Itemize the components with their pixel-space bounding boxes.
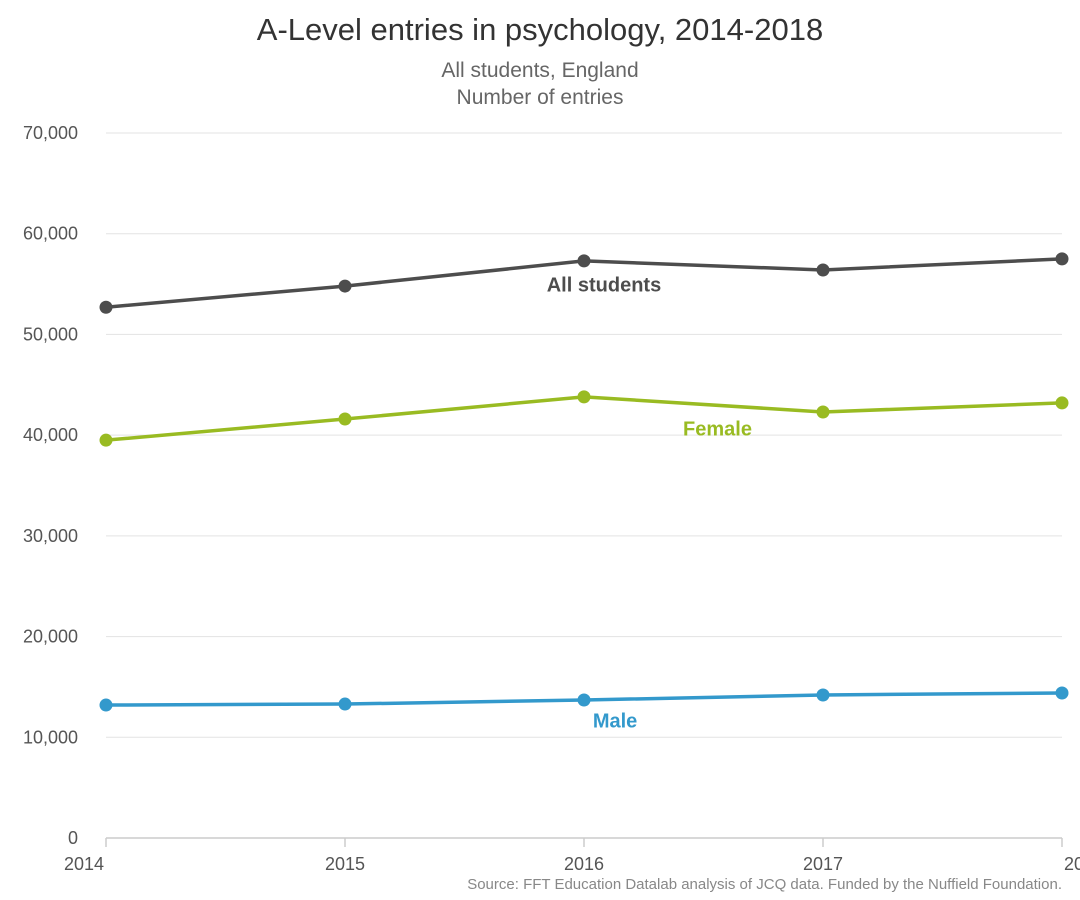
data-point [99, 433, 113, 447]
gridlines [106, 132, 1062, 738]
data-point [338, 279, 352, 293]
series-lines [99, 252, 1069, 712]
y-tick-label: 60,000 [23, 224, 78, 244]
y-tick-label: 40,000 [23, 425, 78, 445]
x-tick-label: 2015 [325, 854, 365, 874]
data-point [99, 698, 113, 712]
data-point [99, 300, 113, 314]
x-tick-label: 2014 [64, 854, 104, 874]
chart-subtitle-units: Number of entries [456, 86, 624, 109]
data-point [338, 697, 352, 711]
x-axis: 2014 2015 2016 2017 2018 [64, 837, 1080, 874]
y-tick-label: 10,000 [23, 727, 78, 747]
y-tick-label: 50,000 [23, 324, 78, 344]
data-point [577, 254, 591, 268]
data-point [816, 405, 830, 419]
data-point [816, 688, 830, 702]
data-point [577, 693, 591, 707]
source-note: Source: FFT Education Datalab analysis o… [467, 876, 1062, 893]
series-label: Male [593, 710, 637, 732]
data-point [577, 390, 591, 404]
series-label: All students [547, 275, 661, 297]
y-axis: 0 10,000 20,000 30,000 40,000 50,000 60,000 70,… [23, 123, 78, 848]
x-tick-label: 2016 [564, 854, 604, 874]
series-labels: All students Female Male [547, 275, 752, 733]
y-tick-label: 30,000 [23, 526, 78, 546]
data-point [1055, 396, 1069, 410]
y-tick-label: 0 [68, 828, 78, 848]
chart-subtitle: All students, England [441, 59, 639, 82]
data-point [338, 412, 352, 426]
data-point [1055, 686, 1069, 700]
x-tick-label: 2018 [1064, 854, 1080, 874]
data-point [1055, 252, 1069, 266]
y-tick-label: 70,000 [23, 123, 78, 143]
data-point [816, 263, 830, 277]
y-tick-label: 20,000 [23, 627, 78, 647]
chart-title: A-Level entries in psychology, 2014-2018 [256, 12, 824, 47]
x-tick-label: 2017 [803, 854, 843, 874]
series-label: Female [683, 418, 752, 440]
